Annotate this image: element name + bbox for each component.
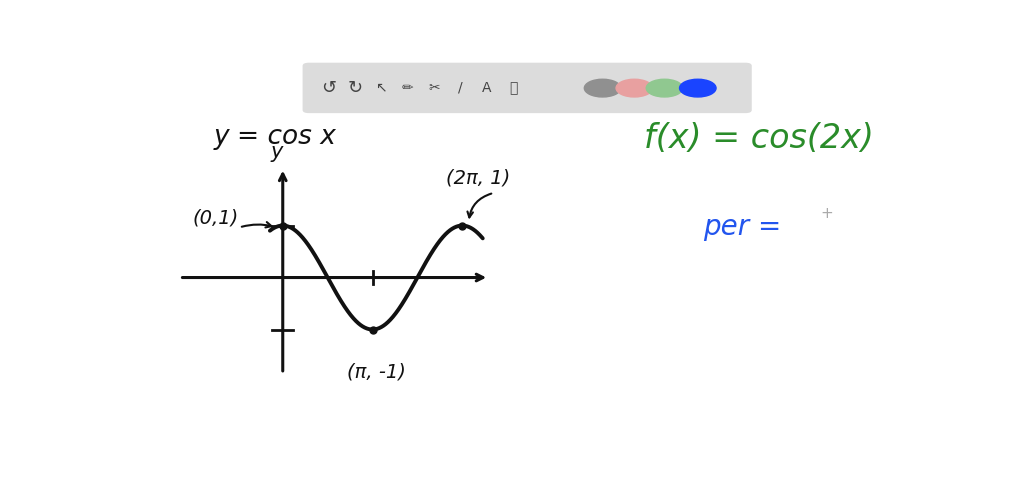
Text: f(x) = cos(2x): f(x) = cos(2x)	[644, 122, 873, 156]
Text: y: y	[270, 142, 283, 162]
Text: (π, -1): (π, -1)	[347, 362, 406, 381]
Text: ↺: ↺	[322, 78, 336, 96]
Text: per =: per =	[703, 214, 781, 242]
FancyBboxPatch shape	[303, 62, 752, 113]
Text: +: +	[820, 206, 833, 222]
Text: /: /	[458, 80, 463, 94]
Circle shape	[680, 79, 716, 97]
Text: ↻: ↻	[347, 78, 362, 96]
Text: ↖: ↖	[376, 80, 387, 94]
Text: ⛰: ⛰	[510, 80, 518, 94]
Text: ✂: ✂	[428, 80, 440, 94]
Circle shape	[616, 79, 652, 97]
Text: (0,1): (0,1)	[193, 208, 239, 228]
Text: (2π, 1): (2π, 1)	[446, 168, 510, 187]
Text: y = cos x: y = cos x	[213, 124, 336, 150]
Text: A: A	[482, 80, 492, 94]
Circle shape	[585, 79, 621, 97]
Circle shape	[646, 79, 683, 97]
Text: ✏: ✏	[401, 80, 413, 94]
